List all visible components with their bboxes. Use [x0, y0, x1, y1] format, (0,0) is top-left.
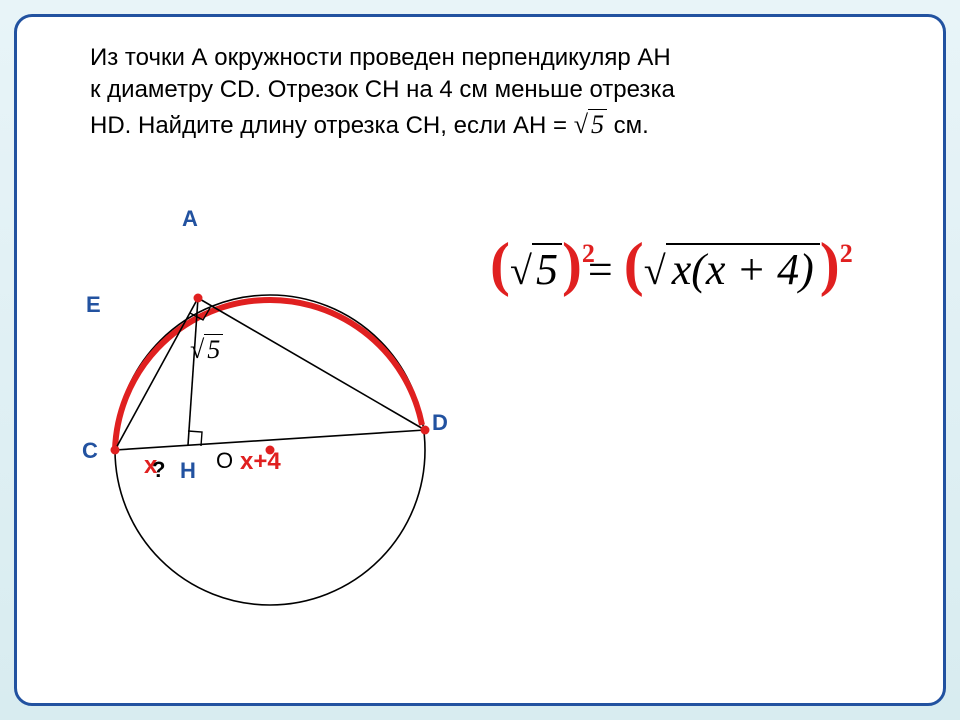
point-A	[194, 294, 203, 303]
point-C	[111, 446, 120, 455]
label-question: ?	[152, 457, 165, 483]
rparen2: )	[820, 231, 840, 297]
label-E: E	[86, 292, 101, 318]
label-A: A	[182, 206, 198, 232]
label-C: C	[82, 438, 98, 464]
ah-sqrt5-val: 5	[204, 334, 223, 364]
label-D: D	[432, 410, 448, 436]
eq-inner: x(x + 4)	[666, 243, 820, 294]
red-arc	[115, 300, 422, 450]
label-xp4: x+4	[240, 448, 281, 476]
geometry-diagram: A E C D H O x ? x+4 √5	[70, 200, 470, 660]
problem-line3a: HD. Найдите длину отрезка СН, если АН =	[90, 112, 574, 139]
point-D	[421, 426, 430, 435]
label-H: H	[180, 458, 196, 484]
exp2-2: 2	[840, 239, 853, 268]
eq-equals: =	[588, 245, 613, 294]
problem-line1: Из точки А окружности проведен перпендик…	[90, 44, 671, 71]
line-CA	[115, 298, 198, 450]
diagram-svg	[70, 200, 470, 660]
label-O: O	[216, 448, 233, 474]
problem-text: Из точки А окружности проведен перпендик…	[90, 42, 870, 142]
sqrt5-inline: √5	[574, 107, 607, 142]
equation: (√5)2 = (√x(x + 4))2	[490, 230, 853, 299]
eq-sqrt5: 5	[532, 243, 562, 294]
problem-line2: к диаметру СD. Отрезок CH на 4 см меньше…	[90, 76, 675, 103]
line-AD	[198, 298, 425, 430]
lparen1: (	[490, 231, 510, 297]
lparen2: (	[624, 231, 644, 297]
label-AH-sqrt5: √5	[190, 335, 223, 365]
problem-line3b: см.	[614, 112, 649, 139]
rparen1: )	[562, 231, 582, 297]
sqrt5-val: 5	[588, 109, 607, 139]
